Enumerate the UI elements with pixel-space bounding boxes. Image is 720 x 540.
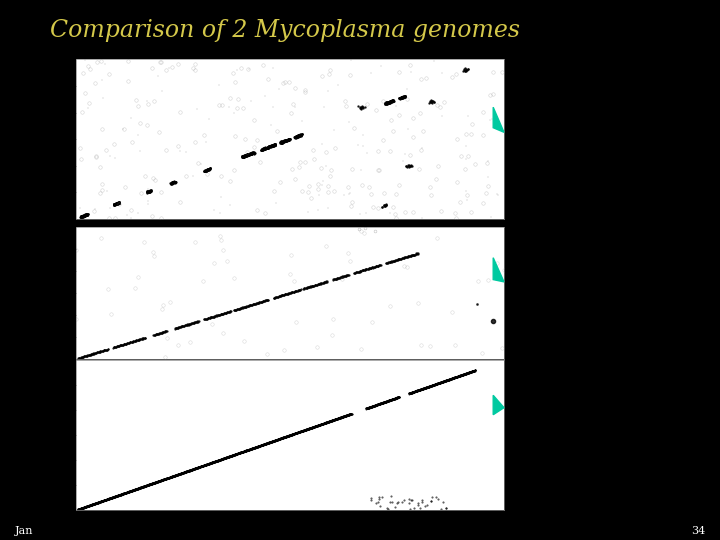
X-axis label: Position in M. pneumoniae: Position in M. pneumoniae: [248, 370, 331, 375]
Y-axis label: Position in M. genitalium: Position in M. genitalium: [46, 100, 51, 178]
Y-axis label: Position in M. genitalium: Position in M. genitalium: [46, 254, 51, 332]
Text: Fixed length
patterns: 25mers: Fixed length patterns: 25mers: [519, 251, 680, 287]
Text: Using FASTA: Using FASTA: [534, 109, 665, 126]
Text: 34: 34: [691, 525, 706, 536]
Y-axis label: Position in M. genitalium: Position in M. genitalium: [46, 397, 51, 474]
Text: MUMmer: MUMmer: [552, 396, 647, 414]
X-axis label: Position in M. pneumoniae: Position in M. pneumoniae: [248, 230, 331, 234]
Text: Jan: Jan: [14, 525, 33, 536]
Text: Comparison of 2 Mycoplasma genomes: Comparison of 2 Mycoplasma genomes: [50, 19, 521, 42]
X-axis label: Position in M. pneumoniae: Position in M. pneumoniae: [248, 521, 331, 526]
